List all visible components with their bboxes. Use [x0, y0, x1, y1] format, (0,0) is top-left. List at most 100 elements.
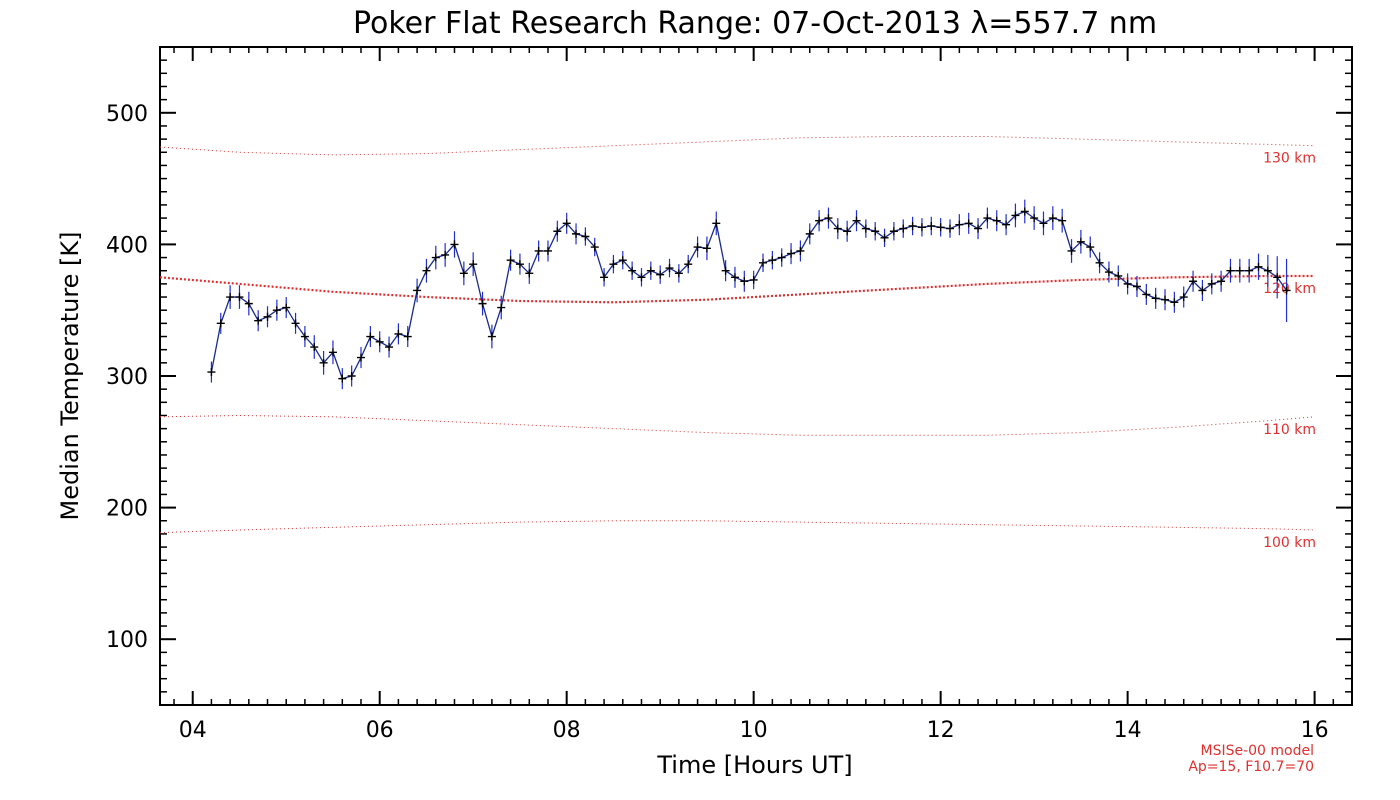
data-point — [665, 264, 674, 273]
data-point — [1067, 246, 1076, 255]
data-point — [525, 269, 534, 278]
data-point — [618, 256, 627, 265]
data-point — [955, 220, 964, 229]
chart-title: Poker Flat Research Range: 07-Oct-2013 λ… — [353, 6, 1157, 41]
data-point — [833, 224, 842, 233]
data-point — [1189, 277, 1198, 286]
model-line-label: 100 km — [1263, 535, 1316, 551]
model-line-label: 120 km — [1263, 281, 1316, 297]
data-point — [712, 219, 721, 228]
data-point — [824, 214, 833, 223]
data-point — [385, 343, 394, 352]
data-point — [469, 260, 478, 269]
data-point — [581, 232, 590, 241]
data-point — [1123, 279, 1132, 288]
data-point — [945, 224, 954, 233]
data-point — [506, 256, 515, 265]
data-point — [357, 353, 366, 362]
data-point — [1095, 258, 1104, 267]
data-point — [263, 312, 272, 321]
data-point — [1151, 294, 1160, 303]
data-point — [1273, 273, 1282, 282]
data-point — [1086, 243, 1095, 252]
data-point — [347, 372, 356, 380]
data-point — [1226, 266, 1235, 275]
data-point — [375, 337, 384, 346]
data-point — [1161, 295, 1170, 304]
data-point — [1030, 214, 1039, 223]
x-tick-label: 14 — [1114, 718, 1142, 743]
data-point — [964, 219, 973, 228]
data-point — [207, 368, 216, 377]
data-point — [1142, 290, 1151, 299]
data-point — [235, 293, 244, 302]
data-point — [1235, 266, 1244, 275]
data-point — [693, 243, 702, 252]
data-point — [562, 219, 571, 228]
data-point — [254, 316, 263, 325]
data-point — [403, 332, 412, 341]
data-point — [487, 332, 496, 341]
data-point — [646, 266, 655, 275]
plot-area: 04 06 08 10 12 14 16 100 200 300 400 500 130 km 120 k… — [106, 46, 1353, 743]
y-axis-label: Median Temperature [K] — [56, 231, 84, 520]
x-tick-label: 10 — [740, 718, 768, 743]
data-point — [759, 258, 768, 267]
data-point — [861, 224, 870, 233]
data-point — [244, 299, 253, 308]
model-line-110-km — [159, 414, 1315, 436]
x-tick-label: 06 — [366, 718, 394, 743]
data-point — [497, 303, 506, 312]
data-point — [768, 256, 777, 265]
data-point — [702, 244, 711, 253]
data-point — [674, 269, 683, 278]
data-point — [815, 216, 824, 225]
y-tick-label: 100 — [106, 628, 148, 653]
data-point — [478, 299, 487, 308]
data-point — [871, 227, 880, 236]
data-point — [1282, 286, 1291, 295]
data-point — [899, 224, 908, 233]
data-point — [609, 260, 618, 269]
data-point — [740, 277, 749, 286]
y-tick-label: 200 — [106, 497, 148, 522]
data-point — [590, 243, 599, 252]
data-point — [852, 216, 861, 225]
data-point — [282, 303, 291, 312]
x-axis-label: Time [Hours UT] — [656, 751, 852, 779]
x-tick-label: 08 — [553, 718, 581, 743]
data-point — [1217, 277, 1226, 286]
data-point — [328, 348, 337, 357]
data-point — [843, 227, 852, 236]
data-point — [1245, 266, 1254, 275]
data-point — [1114, 271, 1123, 280]
data-point — [1179, 293, 1188, 302]
data-point — [1020, 207, 1029, 216]
data-point — [441, 250, 450, 259]
data-point — [1198, 286, 1207, 295]
data-point — [1011, 211, 1020, 220]
model-line-130-km — [159, 136, 1315, 156]
data-point — [1170, 298, 1179, 307]
data-point — [572, 229, 581, 238]
data-point — [291, 319, 300, 328]
data-point — [310, 343, 319, 352]
series-line — [210, 210, 1288, 380]
data-point — [749, 275, 758, 284]
model-line-100-km — [159, 520, 1315, 534]
data-point — [936, 223, 945, 232]
model-line-label: 130 km — [1263, 151, 1316, 167]
data-point — [805, 229, 814, 238]
data-point — [880, 233, 889, 242]
data-point — [628, 266, 637, 275]
data-point — [422, 266, 431, 275]
data-point — [1104, 268, 1113, 277]
model-note-line-2: Ap=15, F10.7=70 — [1188, 759, 1314, 775]
data-point — [216, 319, 225, 328]
y-tick-label: 500 — [106, 102, 148, 127]
data-point — [413, 286, 422, 295]
data-point — [796, 246, 805, 255]
data-point — [319, 358, 328, 367]
data-point — [366, 332, 375, 341]
